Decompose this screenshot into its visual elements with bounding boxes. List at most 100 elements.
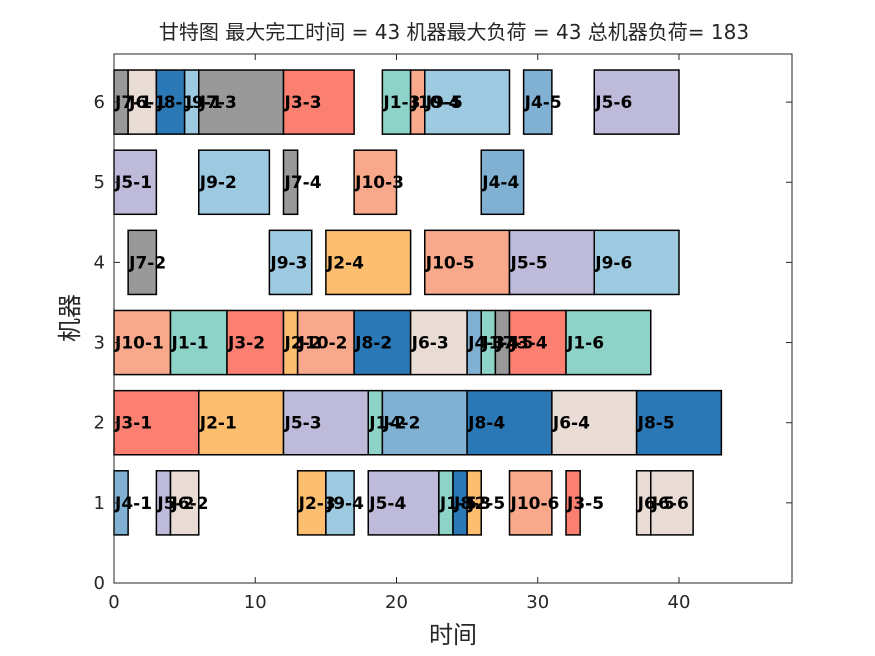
task-bar: [198, 389, 285, 456]
chart-title: 甘特图 最大完工时间 = 43 机器最大负荷 = 43 总机器负荷= 183: [159, 20, 749, 44]
task-label: J9-6: [594, 253, 632, 273]
task-label: J5-1: [114, 173, 152, 193]
task-bar: [296, 470, 327, 536]
task-label: J8-3: [453, 494, 491, 514]
task-label: J7-4: [284, 173, 322, 193]
task-bar: [635, 389, 723, 456]
task-bar: [155, 69, 186, 135]
task-label: J1-2: [368, 414, 406, 434]
task-label: J2-5: [467, 494, 505, 514]
task-label: J8-5: [637, 414, 675, 434]
task-bar: [367, 470, 440, 536]
task-label: J4-1: [114, 494, 152, 514]
task-label: J4-4: [481, 173, 519, 193]
task-label: J3-2: [227, 334, 265, 354]
task-label: J9-2: [199, 173, 237, 193]
task-bar: [113, 149, 158, 216]
task-bar: [508, 309, 567, 376]
task-bar: [565, 309, 652, 376]
task-label: J6-3: [411, 334, 449, 354]
task-label: J8-2: [354, 334, 392, 354]
task-label: J1-6: [566, 334, 604, 354]
task-label: J6-4: [552, 414, 590, 434]
y-tick-label: 1: [94, 493, 105, 514]
y-tick-label: 3: [94, 333, 105, 354]
task-label: J5-2: [156, 494, 194, 514]
task-label: J1-5: [439, 494, 477, 514]
task-label: J2-1: [199, 414, 237, 434]
task-label: J3-5: [566, 494, 604, 514]
task-bar: [169, 309, 228, 376]
task-label: J3-1: [114, 414, 152, 434]
task-label: J2-2: [284, 334, 322, 354]
x-tick-label: 20: [385, 592, 408, 613]
y-tick-label: 4: [94, 252, 105, 273]
task-bar: [127, 229, 158, 296]
task-label: J1-4: [481, 334, 519, 354]
axis-ticks: 0 10 20 30 40 0 1 2 3 4 5 6: [94, 54, 792, 613]
task-bar: [381, 389, 468, 456]
task-bar: [409, 309, 468, 376]
task-label: J6-6: [651, 494, 689, 514]
task-bar: [593, 69, 680, 135]
task-label: J10-2: [298, 334, 348, 354]
y-tick-label: 0: [94, 573, 105, 594]
task-label: J4-5: [524, 93, 562, 113]
task-bar: [650, 470, 694, 536]
task-label: J7-3: [199, 93, 237, 113]
task-label: J9-3: [269, 253, 307, 273]
task-label: J8-1: [156, 93, 194, 113]
task-bar: [198, 149, 271, 216]
task-bar: [424, 69, 511, 135]
plot-frame: [113, 53, 793, 584]
task-bar: [113, 309, 172, 376]
task-label: J3-3: [284, 93, 322, 113]
task-label: J8-4: [467, 414, 505, 434]
task-bar: [282, 69, 355, 135]
task-label: J7-2: [128, 253, 166, 273]
task-label: J1-3: [382, 93, 420, 113]
task-bar: [169, 470, 200, 536]
task-label: J4-2: [382, 414, 420, 434]
task-label: J5-3: [284, 414, 322, 434]
task-bar: [593, 229, 680, 296]
task-label: J3-4: [510, 334, 548, 354]
task-label: J2-3: [298, 494, 336, 514]
task-bar: [127, 69, 158, 135]
task-label: J2-4: [326, 253, 364, 273]
task-bar: [282, 389, 369, 456]
task-bar: [325, 470, 355, 536]
bars-layer: [113, 69, 723, 536]
task-label: J5-5: [510, 253, 548, 273]
task-bar: [325, 229, 412, 296]
task-label: J7-5: [495, 334, 533, 354]
task-bar: [522, 69, 553, 135]
x-tick-label: 0: [108, 592, 119, 613]
task-bar: [353, 149, 398, 216]
task-label: J6-5: [637, 494, 675, 514]
y-tick-label: 5: [94, 172, 105, 193]
task-label: J10-4: [411, 93, 461, 113]
task-bar: [353, 309, 412, 376]
task-label: J9-5: [425, 93, 463, 113]
x-tick-label: 10: [244, 592, 267, 613]
task-bar: [551, 389, 638, 456]
y-axis-label: 机器: [56, 294, 84, 342]
task-bar: [113, 389, 200, 456]
task-bar: [466, 470, 482, 536]
task-label: J6-1: [128, 93, 166, 113]
task-label: J10-1: [114, 334, 164, 354]
x-tick-label: 30: [526, 592, 549, 613]
y-tick-label: 6: [94, 92, 105, 113]
task-bar: [282, 149, 299, 216]
y-tick-label: 2: [94, 413, 105, 434]
task-bar: [466, 389, 553, 456]
task-bar: [480, 149, 525, 216]
task-label: J7-1: [114, 93, 152, 113]
task-label: J10-3: [354, 173, 404, 193]
task-label: J1-1: [171, 334, 209, 354]
bar-labels-layer: J4-1 J5-2J6-2 J2-3J9-4 J5-4 J1-5J8-3J2-5 J10-…: [114, 93, 689, 514]
task-label: J4-3: [467, 334, 505, 354]
task-bar: [198, 69, 285, 135]
